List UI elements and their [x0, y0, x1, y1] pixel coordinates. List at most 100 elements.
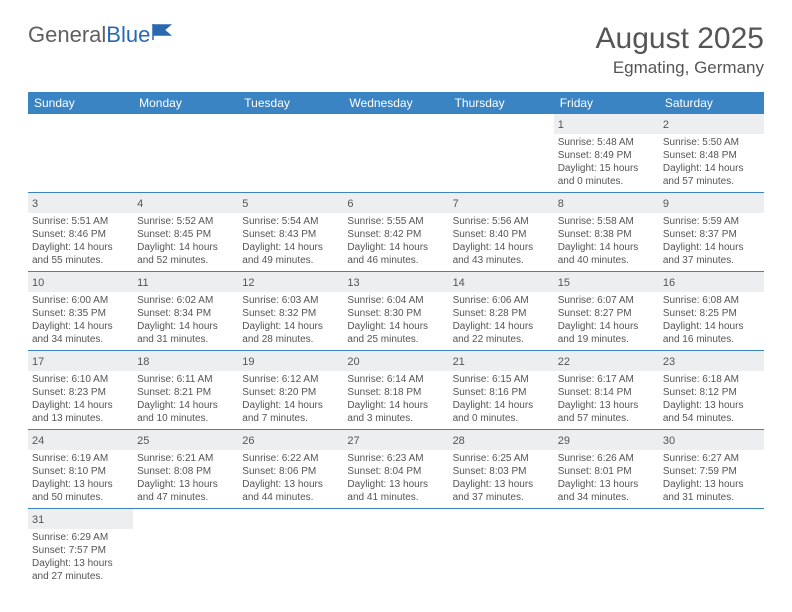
calendar-day-cell: 4Sunrise: 5:52 AMSunset: 8:45 PMDaylight…: [133, 193, 238, 272]
day-number-row: 4: [133, 193, 238, 213]
day-number: 1: [558, 119, 564, 131]
day-number-row: 16: [659, 272, 764, 292]
day-number: 19: [242, 356, 254, 368]
day-number: 20: [347, 356, 359, 368]
day-info-line: and 43 minutes.: [453, 254, 550, 267]
day-info-line: and 57 minutes.: [558, 412, 655, 425]
logo-text-blue: Blue: [106, 22, 150, 48]
day-number: 26: [242, 435, 254, 447]
day-info-line: Sunrise: 6:11 AM: [137, 373, 234, 386]
calendar-day-cell: 17Sunrise: 6:10 AMSunset: 8:23 PMDayligh…: [28, 351, 133, 430]
day-info-line: Sunset: 8:08 PM: [137, 465, 234, 478]
day-info-line: Sunrise: 5:59 AM: [663, 215, 760, 228]
calendar-day-cell: 15Sunrise: 6:07 AMSunset: 8:27 PMDayligh…: [554, 272, 659, 351]
calendar-day-cell: 27Sunrise: 6:23 AMSunset: 8:04 PMDayligh…: [343, 430, 448, 509]
day-info-line: and 40 minutes.: [558, 254, 655, 267]
day-info-line: Daylight: 14 hours: [347, 399, 444, 412]
calendar-empty-cell: [449, 114, 554, 193]
weekday-header: Saturday: [659, 92, 764, 114]
day-number-row: 5: [238, 193, 343, 213]
day-info-line: Sunrise: 6:03 AM: [242, 294, 339, 307]
calendar-day-cell: 12Sunrise: 6:03 AMSunset: 8:32 PMDayligh…: [238, 272, 343, 351]
day-number-row: 21: [449, 351, 554, 371]
day-info-line: Sunrise: 5:48 AM: [558, 136, 655, 149]
day-info-line: and 28 minutes.: [242, 333, 339, 346]
day-number: 27: [347, 435, 359, 447]
day-info-line: and 37 minutes.: [453, 491, 550, 504]
calendar-body: 1Sunrise: 5:48 AMSunset: 8:49 PMDaylight…: [28, 114, 764, 587]
calendar-day-cell: 30Sunrise: 6:27 AMSunset: 7:59 PMDayligh…: [659, 430, 764, 509]
day-info-line: Sunrise: 6:26 AM: [558, 452, 655, 465]
day-number-row: 19: [238, 351, 343, 371]
calendar-day-cell: 31Sunrise: 6:29 AMSunset: 7:57 PMDayligh…: [28, 509, 133, 588]
day-info-line: Sunrise: 5:51 AM: [32, 215, 129, 228]
day-number-row: 1: [554, 114, 659, 134]
day-info-line: Sunset: 8:35 PM: [32, 307, 129, 320]
day-number: 7: [453, 198, 459, 210]
day-info-line: Sunrise: 5:52 AM: [137, 215, 234, 228]
calendar-day-cell: 24Sunrise: 6:19 AMSunset: 8:10 PMDayligh…: [28, 430, 133, 509]
day-info-line: Sunset: 8:28 PM: [453, 307, 550, 320]
day-info-line: Daylight: 14 hours: [558, 241, 655, 254]
day-info-line: and 57 minutes.: [663, 175, 760, 188]
day-info-line: and 27 minutes.: [32, 570, 129, 583]
day-info-line: Daylight: 13 hours: [347, 478, 444, 491]
day-info-line: Sunset: 8:20 PM: [242, 386, 339, 399]
calendar-week-row: 24Sunrise: 6:19 AMSunset: 8:10 PMDayligh…: [28, 430, 764, 509]
day-info-line: Sunset: 8:21 PM: [137, 386, 234, 399]
calendar-day-cell: 25Sunrise: 6:21 AMSunset: 8:08 PMDayligh…: [133, 430, 238, 509]
calendar-week-row: 31Sunrise: 6:29 AMSunset: 7:57 PMDayligh…: [28, 509, 764, 588]
day-number-row: 30: [659, 430, 764, 450]
day-number: 17: [32, 356, 44, 368]
day-number: 13: [347, 277, 359, 289]
day-info-line: and 50 minutes.: [32, 491, 129, 504]
day-info-line: Daylight: 13 hours: [32, 557, 129, 570]
day-number: 9: [663, 198, 669, 210]
day-info-line: Daylight: 13 hours: [242, 478, 339, 491]
day-number-row: 6: [343, 193, 448, 213]
day-info-line: Daylight: 14 hours: [558, 320, 655, 333]
day-number-row: 14: [449, 272, 554, 292]
calendar-day-cell: 14Sunrise: 6:06 AMSunset: 8:28 PMDayligh…: [449, 272, 554, 351]
day-info-line: Sunrise: 5:50 AM: [663, 136, 760, 149]
day-info-line: Sunset: 8:25 PM: [663, 307, 760, 320]
day-number: 12: [242, 277, 254, 289]
day-info-line: Daylight: 13 hours: [663, 399, 760, 412]
day-info-line: and 19 minutes.: [558, 333, 655, 346]
day-info-line: and 16 minutes.: [663, 333, 760, 346]
day-number: 3: [32, 198, 38, 210]
day-info-line: Sunrise: 6:22 AM: [242, 452, 339, 465]
calendar-day-cell: 16Sunrise: 6:08 AMSunset: 8:25 PMDayligh…: [659, 272, 764, 351]
day-info-line: and 34 minutes.: [558, 491, 655, 504]
day-info-line: Sunset: 8:10 PM: [32, 465, 129, 478]
day-number-row: 2: [659, 114, 764, 134]
calendar-day-cell: 19Sunrise: 6:12 AMSunset: 8:20 PMDayligh…: [238, 351, 343, 430]
day-info-line: Daylight: 14 hours: [32, 399, 129, 412]
day-number-row: 9: [659, 193, 764, 213]
day-number: 23: [663, 356, 675, 368]
calendar-week-row: 3Sunrise: 5:51 AMSunset: 8:46 PMDaylight…: [28, 193, 764, 272]
day-info-line: and 54 minutes.: [663, 412, 760, 425]
day-info-line: Sunset: 8:32 PM: [242, 307, 339, 320]
calendar-day-cell: 20Sunrise: 6:14 AMSunset: 8:18 PMDayligh…: [343, 351, 448, 430]
day-info-line: Daylight: 14 hours: [137, 399, 234, 412]
day-info-line: Sunset: 8:01 PM: [558, 465, 655, 478]
day-info-line: Sunset: 8:30 PM: [347, 307, 444, 320]
day-number-row: 18: [133, 351, 238, 371]
weekday-header: Monday: [133, 92, 238, 114]
day-number: 16: [663, 277, 675, 289]
calendar-day-cell: 6Sunrise: 5:55 AMSunset: 8:42 PMDaylight…: [343, 193, 448, 272]
day-info-line: and 10 minutes.: [137, 412, 234, 425]
weekday-header: Thursday: [449, 92, 554, 114]
day-info-line: Sunset: 8:12 PM: [663, 386, 760, 399]
day-number: 6: [347, 198, 353, 210]
day-info-line: Sunset: 8:04 PM: [347, 465, 444, 478]
calendar-empty-cell: [238, 509, 343, 588]
day-info-line: Sunset: 8:23 PM: [32, 386, 129, 399]
day-info-line: Daylight: 13 hours: [558, 399, 655, 412]
day-info-line: Daylight: 14 hours: [242, 399, 339, 412]
day-number: 14: [453, 277, 465, 289]
calendar-day-cell: 2Sunrise: 5:50 AMSunset: 8:48 PMDaylight…: [659, 114, 764, 193]
day-number: 25: [137, 435, 149, 447]
day-info-line: Daylight: 14 hours: [663, 320, 760, 333]
